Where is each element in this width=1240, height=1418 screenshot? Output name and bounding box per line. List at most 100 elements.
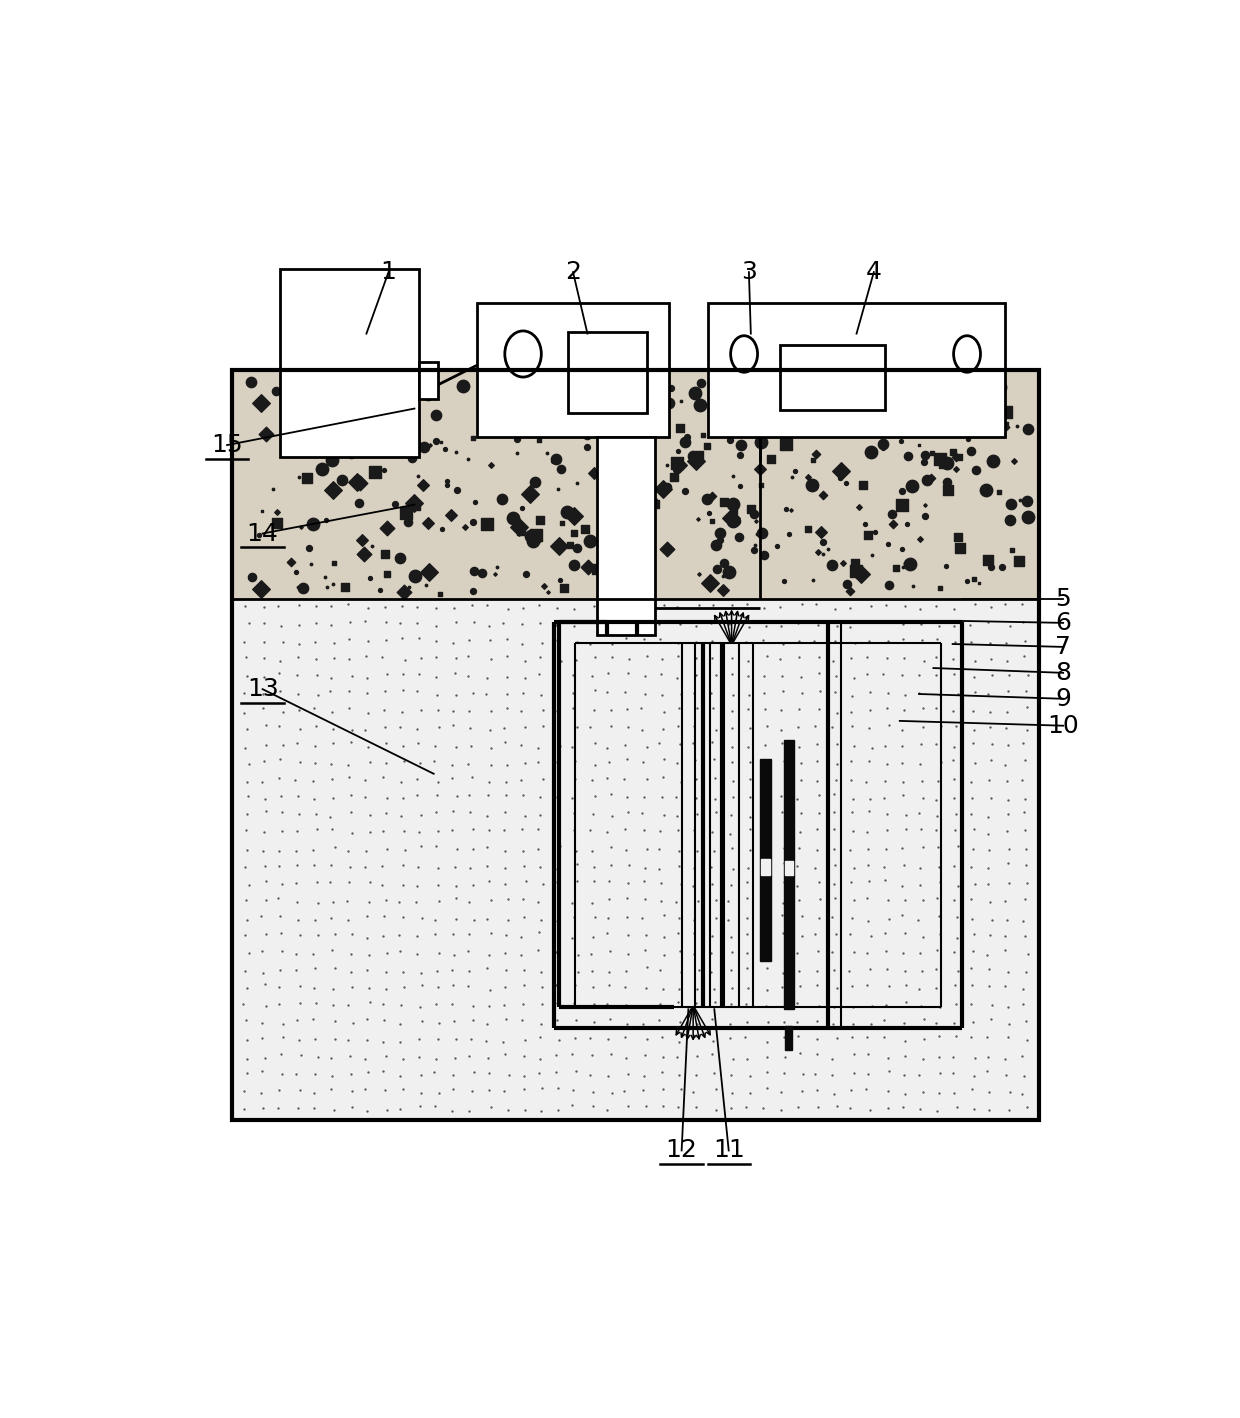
Point [513,784,533,807]
Bar [785,861,794,875]
Point [997,700,1017,723]
Point [771,1081,791,1103]
Point [929,1025,949,1048]
Point [929,856,949,879]
Point [706,719,725,742]
Point [532,976,552,998]
Point [683,922,703,944]
Point [635,1065,655,1088]
Point [459,644,479,666]
Point [853,474,873,496]
Point [425,909,445,932]
Point [316,509,336,532]
Point [585,732,605,754]
Point [750,474,770,496]
Point [861,699,880,722]
Point [615,1025,635,1048]
Point [551,649,570,672]
Point [632,596,652,618]
Point [999,664,1019,686]
Point [687,787,707,810]
Point [994,925,1014,947]
Point [914,889,934,912]
Point [551,735,570,757]
Point [965,752,985,774]
Point [671,872,691,895]
Point [737,886,756,909]
Point [822,1048,842,1071]
Point [392,771,412,794]
Point [477,908,497,930]
Point [269,767,289,790]
Point [773,679,792,702]
Point [237,718,257,740]
Point [496,1008,516,1031]
Point [443,800,463,822]
Point [548,925,568,947]
Point [946,906,966,929]
Point [425,735,445,757]
Point [340,856,360,879]
Point [548,767,568,790]
Point [634,628,653,651]
Point [373,766,393,788]
Point [945,818,965,841]
Point [823,406,843,428]
Point [687,803,707,825]
Point [389,925,409,947]
Point [1012,593,1032,615]
Point [241,567,260,590]
Point [286,854,306,876]
Point [1013,909,1033,932]
Point [320,681,340,703]
Point [892,875,911,898]
Point [603,632,622,655]
Point [239,873,259,896]
Point [740,767,760,790]
Point [529,1027,549,1049]
Point [668,644,688,666]
Point [579,389,599,411]
Point [826,665,846,688]
Point [529,662,549,685]
Point [443,974,463,997]
Point [308,683,327,706]
Point [428,771,448,794]
Point [997,820,1017,842]
Point [980,632,999,655]
Point [414,435,434,458]
Point [584,786,604,808]
Point [615,627,635,649]
Point [822,554,842,577]
Point [738,1011,758,1034]
Point [533,699,553,722]
Point [812,379,832,401]
Point [833,552,853,574]
Point [305,909,325,932]
Point [787,991,807,1014]
Point [377,1098,397,1120]
Point [498,1064,518,1086]
Point [596,922,616,944]
Point [914,926,934,949]
Point [425,403,445,425]
Point [926,664,946,686]
Point [720,506,740,529]
Point [653,1095,673,1117]
Point [926,805,946,828]
Point [895,991,915,1014]
Point [441,753,461,776]
Point [622,432,642,455]
Point [301,406,321,428]
Point [667,596,687,618]
Point [702,873,722,896]
Point [977,1059,997,1082]
Point [806,593,826,615]
Point [241,370,260,393]
Point [807,838,827,861]
Point [649,732,668,754]
Point [513,597,533,620]
Point [352,529,372,552]
Point [479,820,498,842]
Point [773,892,792,915]
